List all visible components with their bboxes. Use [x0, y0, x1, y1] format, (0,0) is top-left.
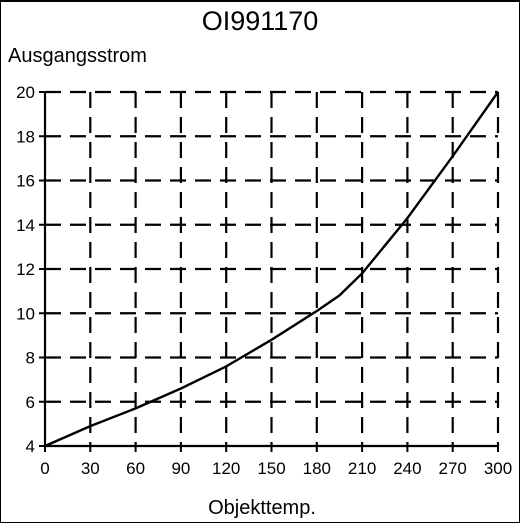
y-tick-label-6: 6 — [26, 393, 35, 412]
y-axis-label: Ausgangsstrom — [8, 45, 147, 67]
x-tick-label-180: 180 — [303, 459, 331, 478]
y-tick-label-8: 8 — [26, 349, 35, 368]
x-tick-label-60: 60 — [126, 459, 145, 478]
x-tick-label-150: 150 — [257, 459, 285, 478]
series-line-0 — [44, 91, 499, 448]
chart-title: OI991170 — [201, 6, 319, 36]
x-tick-label-120: 120 — [212, 459, 240, 478]
x-tick-label-240: 240 — [393, 459, 421, 478]
y-tick-label-20: 20 — [16, 83, 35, 102]
top-rule — [0, 0, 520, 2]
x-tick-label-90: 90 — [171, 459, 190, 478]
x-tick-label-0: 0 — [40, 459, 49, 478]
x-tick-label-210: 210 — [348, 459, 376, 478]
x-axis-label-wrap: Objekttemp. — [0, 496, 520, 520]
y-tick-label-14: 14 — [16, 216, 35, 235]
y-tick-label-10: 10 — [16, 304, 35, 323]
y-tick-label-12: 12 — [16, 260, 35, 279]
x-tick-label-270: 270 — [439, 459, 467, 478]
y-tick-label-16: 16 — [16, 172, 35, 191]
x-tick-label-300: 300 — [484, 459, 512, 478]
x-tick-label-30: 30 — [81, 459, 100, 478]
x-axis-label: Objekttemp. — [208, 497, 316, 519]
y-tick-label-18: 18 — [16, 127, 35, 146]
y-tick-label-4: 4 — [26, 437, 35, 456]
